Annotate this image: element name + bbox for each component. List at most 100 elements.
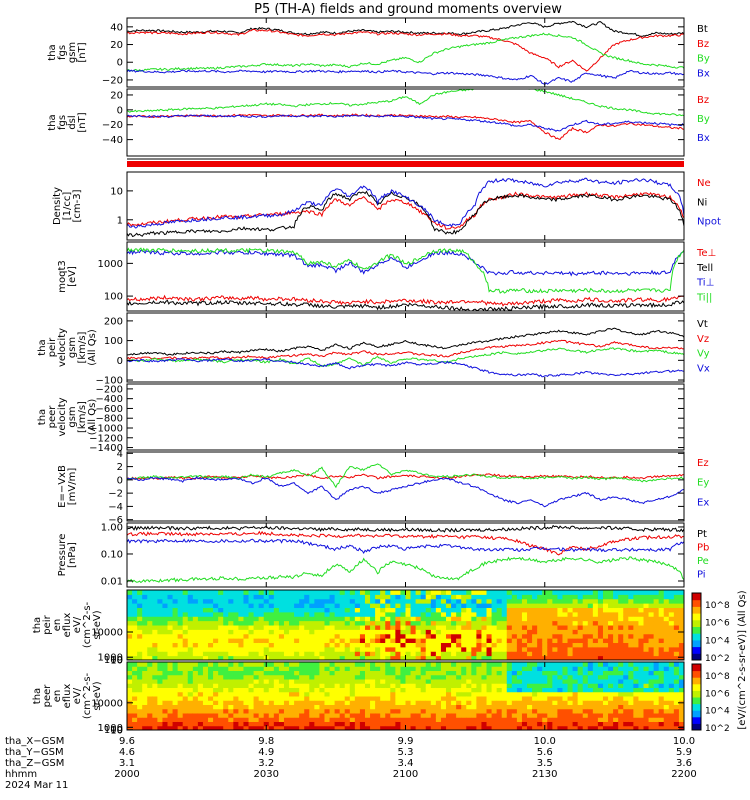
heatmap-cell (557, 721, 563, 727)
heatmap-cell (501, 607, 508, 613)
heatmap-cell (253, 696, 260, 701)
heatmap-cell (425, 662, 432, 667)
heatmap-cell (152, 638, 158, 644)
heatmap-cell (289, 633, 295, 639)
heatmap-cell (137, 611, 143, 617)
heatmap-cell (633, 674, 639, 680)
heatmap-cell (446, 713, 452, 718)
heatmap-cell (628, 691, 634, 697)
heatmap-cell (577, 616, 584, 622)
heatmap-cell (390, 717, 396, 722)
heatmap-cell (653, 696, 660, 701)
heatmap-cell (268, 616, 275, 622)
heatmap-cell (192, 666, 199, 671)
heatmap-cell (613, 611, 619, 617)
heatmap-cell (658, 598, 665, 604)
heatmap-cell (456, 687, 462, 693)
heatmap-cell (532, 638, 538, 644)
heatmap-cell (456, 666, 462, 671)
heatmap-cell (208, 674, 214, 680)
heatmap-cell (461, 655, 467, 661)
heatmap-cell (263, 594, 270, 600)
heatmap-cell (653, 603, 660, 609)
heatmap-cell (516, 696, 523, 701)
heatmap-cell (430, 700, 437, 705)
heatmap-cell (552, 607, 558, 613)
heatmap-cell (314, 642, 320, 648)
heatmap-cell (380, 594, 386, 600)
heatmap-cell (324, 662, 331, 667)
heatmap-cell (653, 611, 660, 617)
heatmap-cell (537, 666, 543, 671)
heatmap-cell (435, 674, 442, 680)
heatmap-cell (425, 666, 432, 671)
heatmap-cell (192, 611, 199, 617)
heatmap-cell (567, 679, 574, 684)
heatmap-cell (142, 666, 148, 671)
heatmap-cell (142, 674, 148, 680)
heatmap-cell (420, 603, 427, 609)
heatmap-cell (415, 679, 422, 684)
heatmap-cell (663, 646, 670, 652)
heatmap-cell (405, 655, 412, 661)
colorbar-segment (692, 697, 701, 705)
heatmap-cell (289, 700, 295, 705)
heatmap-cell (582, 662, 589, 667)
heatmap-cell (527, 717, 533, 722)
heatmap-cell (152, 674, 158, 680)
heatmap-cell (410, 674, 417, 680)
heatmap-cell (263, 713, 270, 718)
heatmap-cell (653, 651, 660, 657)
heatmap-cell (197, 655, 204, 661)
heatmap-cell (142, 683, 148, 688)
heatmap-cell (390, 725, 396, 731)
heatmap-cell (177, 687, 184, 693)
heatmap-cell (542, 638, 548, 644)
heatmap-cell (243, 594, 250, 600)
heatmap-cell (223, 708, 229, 714)
heatmap-cell (187, 700, 194, 705)
heatmap-cell (440, 708, 447, 714)
heatmap-cell (481, 616, 488, 622)
heatmap-cell (537, 646, 543, 652)
heatmap-cell (638, 620, 644, 626)
heatmap-cell (440, 638, 447, 644)
heatmap-cell (309, 629, 315, 635)
heatmap-cell (678, 704, 685, 710)
heatmap-cell (557, 638, 563, 644)
heatmap-cell (496, 704, 503, 710)
heatmap-cell (552, 725, 558, 731)
heatmap-cell (218, 625, 224, 630)
heatmap-cell (567, 708, 574, 714)
heatmap-cell (147, 700, 153, 705)
heatmap-cell (364, 725, 371, 731)
heatmap-cell (663, 603, 670, 609)
heatmap-cell (278, 700, 285, 705)
heatmap-cell (314, 683, 320, 688)
heatmap-cell (552, 638, 558, 644)
heatmap-cell (172, 700, 179, 705)
heatmap-cell (653, 713, 660, 718)
heatmap-cell (147, 646, 153, 652)
heatmap-cell (466, 646, 472, 652)
heatmap-cell (618, 651, 624, 657)
heatmap-cell (202, 603, 209, 609)
heatmap-cell (491, 611, 498, 617)
heatmap-cell (461, 674, 467, 680)
heatmap-cell (567, 616, 574, 622)
heatmap-cell (390, 651, 396, 657)
heatmap-cell (440, 725, 447, 731)
heatmap-cell (304, 638, 310, 644)
heatmap-cell (663, 611, 670, 617)
heatmap-cell (516, 620, 523, 626)
heatmap-cell (537, 717, 543, 722)
heatmap-cell (223, 662, 229, 667)
legend-label: Vx (697, 363, 710, 374)
heatmap-cell (243, 721, 250, 727)
x-tick-label: 2200 (671, 769, 696, 780)
heatmap-cell (213, 666, 219, 671)
heatmap-cell (314, 691, 320, 697)
heatmap-cell (501, 666, 508, 671)
heatmap-cell (668, 687, 675, 693)
heatmap-cell (172, 603, 179, 609)
